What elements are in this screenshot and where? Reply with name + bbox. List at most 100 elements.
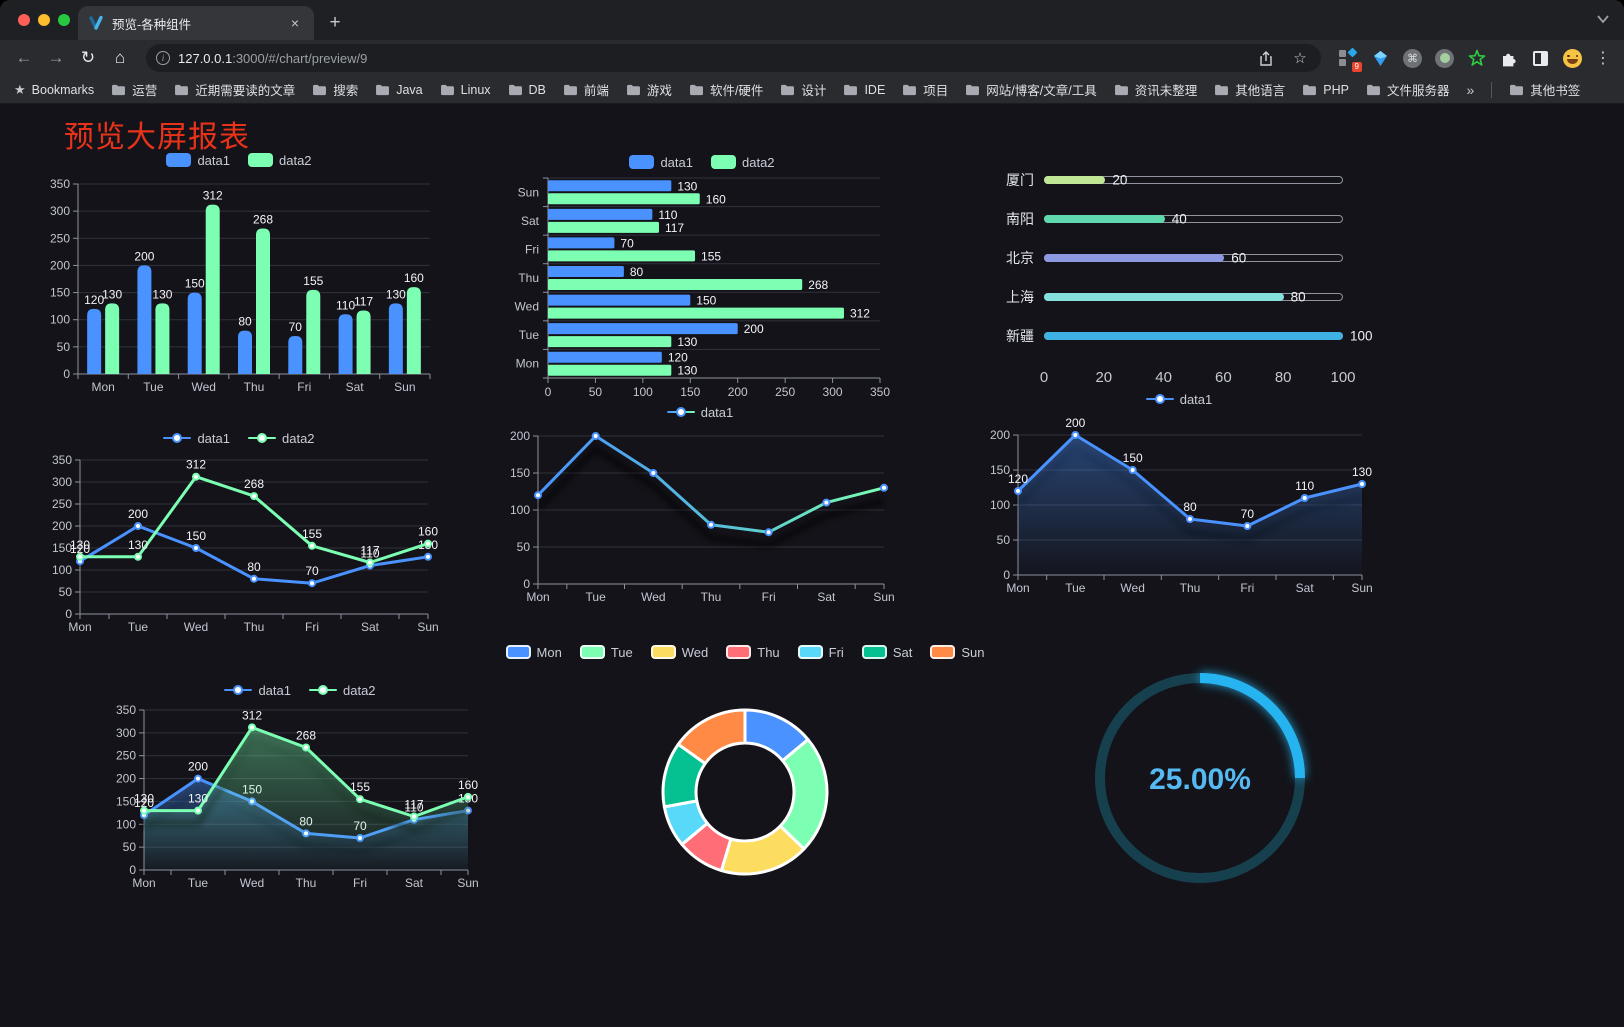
home-button[interactable]: ⌂: [114, 48, 126, 67]
svg-text:0: 0: [545, 385, 552, 399]
legend-item-Sun[interactable]: Sun: [930, 645, 984, 660]
legend-item-Wed[interactable]: Wed: [650, 645, 708, 660]
svg-text:120: 120: [134, 796, 154, 810]
new-tab-button[interactable]: +: [329, 12, 341, 33]
green-dot-extension-icon[interactable]: [1433, 47, 1456, 70]
minimize-window-button[interactable]: [38, 14, 50, 26]
svg-text:100: 100: [50, 313, 70, 327]
legend-item-Sat[interactable]: Sat: [861, 644, 913, 660]
progress-fill: [1044, 175, 1106, 184]
svg-text:100: 100: [116, 817, 136, 831]
site-info-icon[interactable]: i: [156, 51, 170, 65]
browser-tab[interactable]: 预览-各种组件 ×: [78, 6, 314, 40]
svg-text:300: 300: [52, 475, 72, 489]
legend-item-data2[interactable]: data2: [248, 431, 315, 446]
forward-button[interactable]: →: [47, 48, 65, 67]
emoji-extension-icon[interactable]: [1561, 47, 1584, 70]
progress-label: 新疆: [1006, 327, 1034, 344]
bookmark-folder[interactable]: 游戏: [626, 80, 672, 99]
bookmark-folder[interactable]: 资讯未整理: [1114, 80, 1197, 99]
legend-swatch-icon: [505, 645, 531, 659]
green-star-extension-icon[interactable]: [1465, 47, 1488, 70]
svg-text:Sat: Sat: [521, 214, 540, 228]
bookmark-folder[interactable]: 项目: [902, 80, 948, 99]
legend-item-data1[interactable]: data1: [166, 153, 230, 168]
bookmark-folder[interactable]: 软件/硬件: [689, 80, 763, 99]
bookmark-folder[interactable]: 运营: [111, 80, 157, 99]
svg-text:120: 120: [668, 351, 688, 365]
svg-text:110: 110: [1295, 479, 1314, 493]
bookmark-folder[interactable]: 设计: [780, 80, 826, 99]
legend-item-Mon[interactable]: Mon: [505, 645, 562, 660]
share-icon[interactable]: [1259, 50, 1281, 66]
bookmarks-manager[interactable]: ★ Bookmarks: [14, 81, 95, 97]
svg-text:80: 80: [247, 560, 261, 574]
bookmark-folder[interactable]: DB: [508, 83, 546, 97]
legend-item-data2[interactable]: data2: [309, 683, 376, 698]
svg-text:100: 100: [510, 503, 530, 517]
bookmark-folder[interactable]: 其他语言: [1214, 80, 1285, 99]
progress-value: 40: [1171, 211, 1187, 226]
legend-label: data2: [282, 430, 315, 446]
svg-text:110: 110: [404, 801, 423, 815]
chart-city-progress: 厦门 20 南阳 40 北京 60 上海 80 新疆 100 0 20 40 60 80 100: [998, 154, 1373, 434]
back-button[interactable]: ←: [15, 48, 33, 67]
legend-item-data1[interactable]: data1: [163, 431, 230, 446]
reload-button[interactable]: ↻: [80, 48, 96, 67]
bookmark-folder[interactable]: Java: [375, 83, 423, 97]
donut-slice-Sun[interactable]: [676, 708, 747, 765]
bookmark-folder[interactable]: 网站/博客/文章/工具: [965, 80, 1097, 99]
bookmark-folder[interactable]: Linux: [440, 83, 491, 97]
tab-close-icon[interactable]: ×: [290, 15, 300, 31]
bookmark-folder[interactable]: PHP: [1302, 83, 1349, 97]
legend-item-data2[interactable]: data2: [248, 153, 312, 168]
svg-text:0: 0: [1003, 568, 1010, 582]
bookmark-folder[interactable]: 文件服务器: [1366, 80, 1449, 99]
legend-item-data1[interactable]: data1: [1145, 392, 1212, 407]
svg-text:155: 155: [701, 249, 721, 263]
svg-text:150: 150: [990, 463, 1010, 477]
svg-text:50: 50: [997, 533, 1011, 547]
bookmark-folder[interactable]: IDE: [843, 83, 885, 97]
legend-line-marker-icon: [163, 431, 192, 445]
svg-text:110: 110: [658, 208, 677, 222]
svg-text:Mon: Mon: [526, 590, 549, 604]
svg-text:150: 150: [186, 529, 206, 543]
legend-item-data1[interactable]: data1: [629, 155, 693, 170]
legend-item-data1[interactable]: data1: [224, 683, 291, 698]
legend-item-data2[interactable]: data2: [711, 155, 775, 170]
chart-bar-horizontal: data1 data2 0 50 100 150 200 250 300 350 Sun 130 160…: [504, 150, 900, 408]
svg-text:Wed: Wed: [184, 620, 208, 634]
bookmark-folder[interactable]: 前端: [563, 80, 609, 99]
extensions-puzzle-icon[interactable]: [1497, 47, 1520, 70]
legend-item-data1[interactable]: data1: [666, 405, 733, 420]
vue-devtools-extension-icon[interactable]: [1369, 47, 1392, 70]
svg-text:155: 155: [303, 274, 323, 288]
legend-item-Tue[interactable]: Tue: [579, 645, 633, 660]
address-bar[interactable]: i 127.0.0.1:3000/#/chart/preview/9 ☆: [146, 44, 1321, 72]
legend-label: data1: [197, 152, 230, 168]
dark-mode-extension-icon[interactable]: [1529, 47, 1552, 70]
legend-swatch-icon: [797, 645, 823, 659]
bookmark-folder[interactable]: 搜索: [312, 80, 358, 99]
legend-item-Thu[interactable]: Thu: [726, 645, 780, 660]
command-extension-icon[interactable]: ⌘: [1401, 47, 1424, 70]
legend-item-Fri[interactable]: Fri: [797, 645, 844, 660]
legend-label: Sat: [892, 644, 913, 660]
svg-text:Wed: Wed: [641, 590, 665, 604]
browser-menu-icon[interactable]: ⋮: [1595, 50, 1611, 67]
svg-text:150: 150: [116, 794, 136, 808]
close-window-button[interactable]: [18, 14, 30, 26]
other-bookmarks-folder[interactable]: 其他书签: [1509, 80, 1580, 99]
tab-search-chevron-icon[interactable]: [1596, 14, 1610, 24]
svg-text:300: 300: [823, 385, 843, 399]
bookmarks-overflow-chevron[interactable]: »: [1466, 81, 1475, 98]
svg-text:Fri: Fri: [305, 620, 319, 634]
svg-text:117: 117: [354, 294, 373, 308]
bookmark-folder[interactable]: 近期需要读的文章: [174, 80, 295, 99]
svg-text:0: 0: [523, 577, 530, 591]
tab-manager-extension-icon[interactable]: 9: [1337, 47, 1362, 72]
maximize-window-button[interactable]: [58, 14, 70, 26]
bookmark-star-icon[interactable]: ☆: [1293, 50, 1307, 67]
svg-text:Sun: Sun: [518, 185, 539, 199]
